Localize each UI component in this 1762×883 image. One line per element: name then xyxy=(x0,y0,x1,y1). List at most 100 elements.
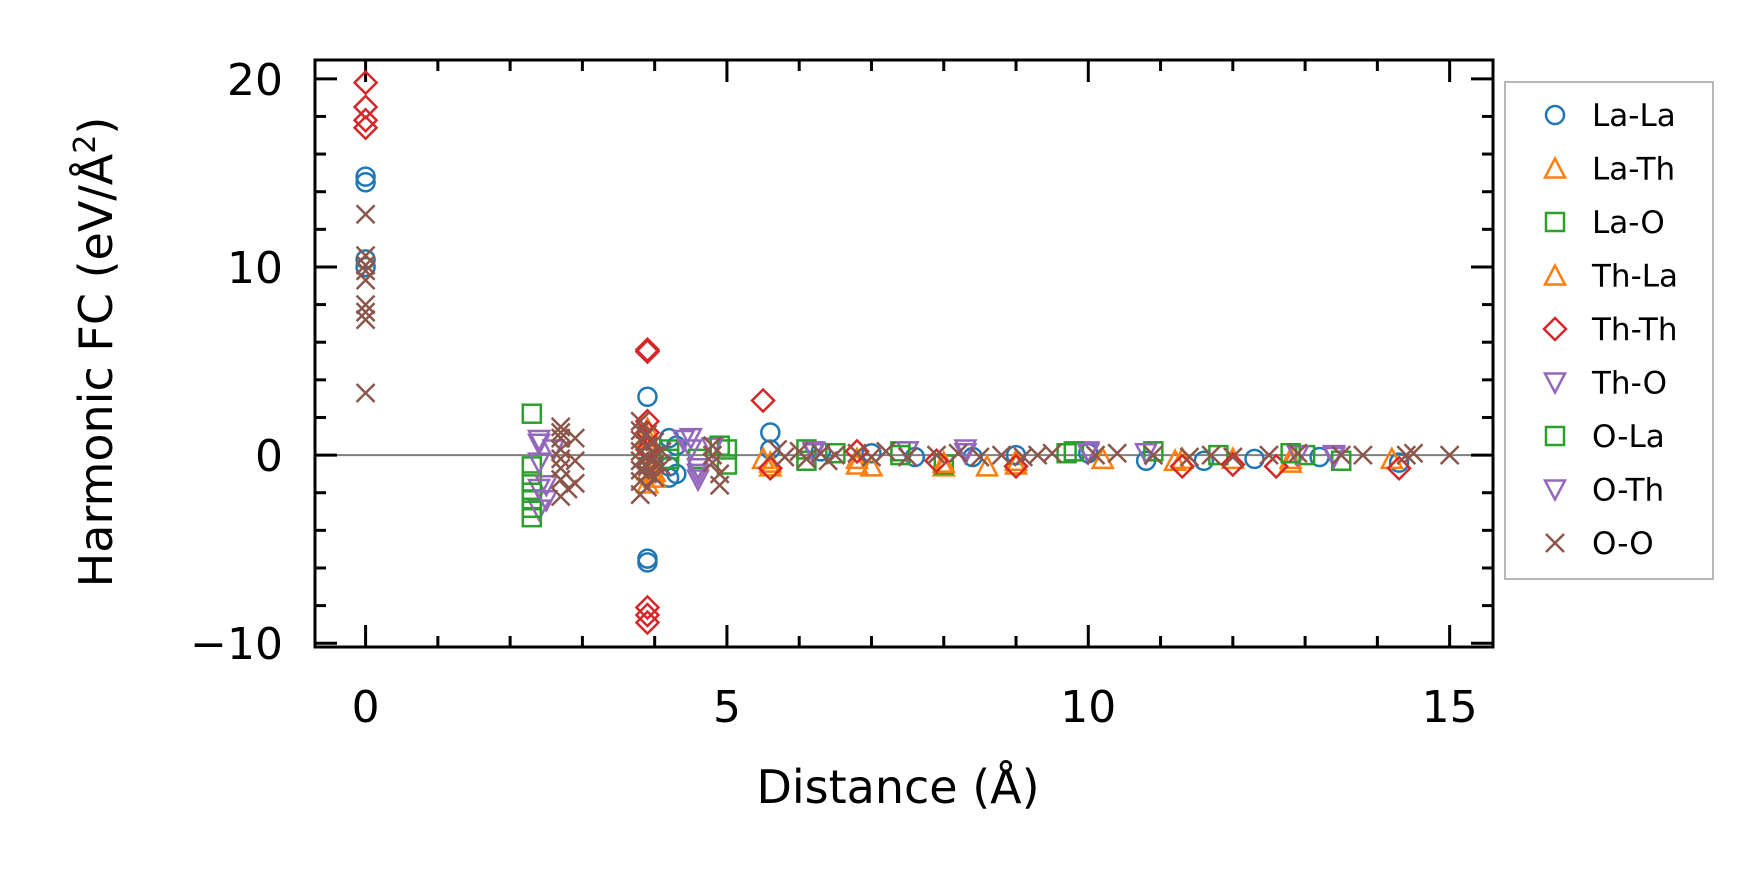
data-point-o-o xyxy=(774,447,795,467)
legend-label: Th-La xyxy=(1591,259,1678,295)
data-point-o-o xyxy=(652,456,672,477)
data-point-th-th xyxy=(352,94,379,120)
x-tick-label: 10 xyxy=(1060,682,1116,733)
data-point-th-th xyxy=(352,69,379,96)
legend-marker xyxy=(1544,211,1566,233)
data-point-o-o xyxy=(1287,443,1308,464)
data-point-o-o xyxy=(355,309,376,330)
data-point-o-o xyxy=(644,467,665,488)
data-point-th-th xyxy=(634,338,661,365)
data-point-th-th xyxy=(844,438,870,465)
data-point-th-th xyxy=(634,336,661,363)
y-tick-label: −10 xyxy=(190,619,283,670)
data-point-o-o xyxy=(948,443,969,464)
axis-ticks xyxy=(315,60,1493,647)
data-point-o-o xyxy=(825,445,846,465)
data-point-o-o xyxy=(637,477,658,497)
data-point-o-o xyxy=(1201,445,1222,465)
data-point-o-o xyxy=(991,445,1012,465)
data-point-o-o xyxy=(702,435,723,456)
data-point-o-o xyxy=(969,447,990,467)
data-point-o-o xyxy=(1259,445,1279,465)
data-point-th-o xyxy=(678,439,703,463)
data-point-o-o xyxy=(926,445,947,465)
data-point-th-o xyxy=(526,433,552,457)
legend-label: La-Th xyxy=(1592,152,1675,188)
data-markers xyxy=(352,69,1460,636)
data-point-o-th xyxy=(685,463,711,487)
data-point-th-th xyxy=(923,447,950,474)
data-point-th-th xyxy=(1169,453,1196,480)
data-point-o-o xyxy=(702,452,723,473)
data-point-la-th xyxy=(758,453,783,477)
data-point-o-o xyxy=(796,448,817,469)
plot-frame xyxy=(313,58,1495,649)
legend-item-la-th: La-Th xyxy=(1542,152,1675,188)
data-point-o-o xyxy=(1222,447,1243,467)
series-th-th xyxy=(352,69,1412,636)
data-point-o-o xyxy=(897,447,918,467)
y-axis-title-main: Harmonic FC (eV/Å xyxy=(69,153,123,587)
data-point-o-o xyxy=(355,302,376,322)
data-point-th-o xyxy=(1285,444,1310,468)
data-point-o-o xyxy=(1331,445,1352,465)
data-point-o-o xyxy=(550,469,571,490)
data-point-o-o xyxy=(1143,445,1164,465)
data-point-o-la xyxy=(521,497,543,519)
legend-label: O-La xyxy=(1592,419,1665,455)
legend-marker xyxy=(1542,479,1568,503)
data-point-o-o xyxy=(876,441,896,462)
data-point-la-th xyxy=(931,453,956,477)
plot-area xyxy=(313,58,1495,649)
data-point-o-o xyxy=(355,270,376,291)
data-point-la-la xyxy=(637,552,658,573)
legend-label: La-La xyxy=(1592,98,1676,134)
data-point-o-o xyxy=(355,260,376,281)
legend-item-la-o: La-O xyxy=(1544,205,1665,241)
data-point-o-o xyxy=(565,473,586,494)
data-point-o-o xyxy=(861,447,882,467)
data-point-o-o xyxy=(355,383,376,403)
data-point-th-th xyxy=(634,602,661,628)
data-point-o-o xyxy=(652,441,672,462)
legend-label: Th-Th xyxy=(1591,312,1678,348)
legend-marker xyxy=(1542,155,1568,179)
data-point-o-la xyxy=(521,482,543,503)
data-point-la-la xyxy=(355,166,376,187)
data-point-th-th xyxy=(1386,455,1412,482)
data-point-th-o xyxy=(685,458,711,481)
data-point-o-o xyxy=(565,428,586,449)
y-axis-title: Harmonic FC (eV/Å2) xyxy=(68,117,124,588)
data-point-la-la xyxy=(861,442,882,464)
legend-item-la-la: La-La xyxy=(1544,98,1676,134)
data-point-th-th xyxy=(1220,451,1246,478)
data-point-la-th xyxy=(844,451,870,475)
data-point-o-o xyxy=(1396,445,1417,465)
data-point-o-o xyxy=(355,245,376,266)
legend-item-o-th: O-Th xyxy=(1542,473,1664,509)
series-o-o xyxy=(355,204,1460,507)
legend: La-La La-Th La-O Th-La Th-Th Th-O O-La O-Th O-O xyxy=(1504,81,1714,580)
data-point-o-o xyxy=(355,204,376,225)
data-point-o-o xyxy=(550,439,571,460)
x-tick-label: 0 xyxy=(352,682,380,733)
data-point-th-o xyxy=(685,469,711,493)
data-point-o-o xyxy=(1107,443,1128,464)
y-tick-label: 0 xyxy=(255,431,283,482)
data-point-o-o xyxy=(847,443,867,464)
data-point-o-th xyxy=(534,490,559,513)
data-point-o-th xyxy=(678,427,703,451)
legend-item-o-o: O-O xyxy=(1545,526,1654,562)
data-point-la-o xyxy=(521,403,543,424)
data-point-o-o xyxy=(355,294,376,315)
legend-item-th-o: Th-O xyxy=(1542,366,1667,402)
data-point-o-la xyxy=(796,450,817,471)
data-point-th-o xyxy=(526,452,552,476)
data-point-o-th xyxy=(526,429,552,453)
data-point-th-th xyxy=(634,594,661,621)
legend-marker xyxy=(1544,425,1566,447)
legend-item-th-th: Th-Th xyxy=(1542,312,1678,348)
data-point-o-o xyxy=(1439,445,1460,465)
data-point-la-la xyxy=(1388,452,1410,473)
